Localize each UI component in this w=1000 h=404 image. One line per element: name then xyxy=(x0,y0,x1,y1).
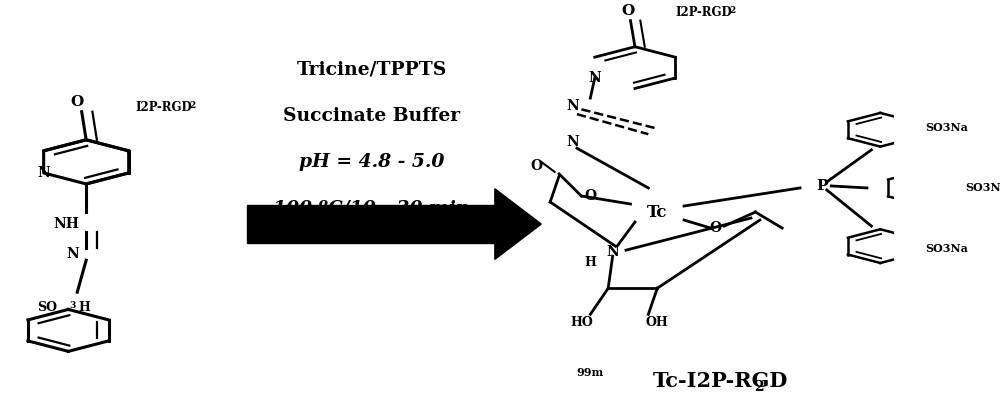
Text: SO3Na: SO3Na xyxy=(925,243,968,254)
Text: N: N xyxy=(588,71,601,85)
Text: I2P-RGD: I2P-RGD xyxy=(135,101,192,114)
Text: SO3Na: SO3Na xyxy=(925,122,968,133)
Text: NH: NH xyxy=(54,217,79,231)
Text: Tricine/TPPTS: Tricine/TPPTS xyxy=(297,61,447,79)
Text: N: N xyxy=(566,135,579,149)
Text: pH = 4.8 - 5.0: pH = 4.8 - 5.0 xyxy=(299,153,444,171)
Polygon shape xyxy=(247,205,495,243)
Text: 2: 2 xyxy=(754,380,763,393)
Text: HO: HO xyxy=(570,316,593,329)
Text: Tc: Tc xyxy=(647,204,668,221)
Text: I2P-RGD: I2P-RGD xyxy=(675,6,732,19)
Text: O: O xyxy=(531,159,543,173)
Text: O: O xyxy=(621,4,634,19)
Text: 3: 3 xyxy=(69,301,75,310)
Text: O: O xyxy=(709,221,721,235)
Text: 99m: 99m xyxy=(577,367,604,378)
Text: OH: OH xyxy=(646,316,669,329)
Text: N: N xyxy=(606,245,619,259)
Polygon shape xyxy=(495,189,541,259)
Text: O: O xyxy=(71,95,84,109)
Text: P: P xyxy=(817,179,828,193)
Text: H: H xyxy=(79,301,91,314)
Text: O: O xyxy=(584,189,596,203)
Text: 100 ºC/10 - 30 min: 100 ºC/10 - 30 min xyxy=(273,199,470,217)
Text: SO: SO xyxy=(37,301,57,314)
Text: N: N xyxy=(566,99,579,113)
Text: H: H xyxy=(584,256,596,269)
Text: 2: 2 xyxy=(190,101,196,110)
Text: N: N xyxy=(37,166,50,180)
Text: SO3Na: SO3Na xyxy=(965,183,1000,194)
Text: 2: 2 xyxy=(730,6,736,15)
Text: N: N xyxy=(66,247,79,261)
Text: Tc-I2P-RGD: Tc-I2P-RGD xyxy=(653,370,788,391)
Text: Succinate Buffer: Succinate Buffer xyxy=(283,107,460,125)
